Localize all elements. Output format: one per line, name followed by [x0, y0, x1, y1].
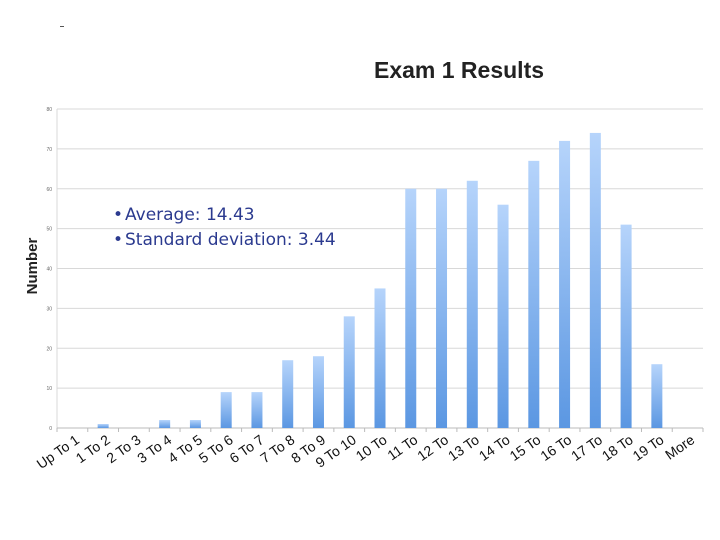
bar [651, 364, 663, 428]
x-tick-label: 7 To 8 [257, 431, 297, 466]
x-tick-label: 10 To [353, 431, 390, 464]
bar [466, 180, 478, 428]
bar [343, 316, 355, 428]
x-tick-label: 5 To 6 [196, 431, 236, 466]
y-axis-label: Number [24, 238, 41, 295]
bar [405, 188, 417, 428]
bar [220, 392, 232, 428]
x-tick-label: 4 To 5 [165, 431, 205, 466]
bars [97, 132, 663, 429]
bar [559, 140, 571, 428]
x-tick-label: 2 To 3 [103, 431, 143, 466]
bar [251, 392, 263, 428]
x-tick-labels: Up To 11 To 22 To 33 To 44 To 55 To 66 T… [34, 431, 698, 472]
bar [436, 188, 448, 428]
y-tick-labels: 0 10 20 30 40 50 60 70 80 [46, 107, 52, 432]
x-tick-label: 19 To [630, 431, 667, 464]
bar [620, 224, 632, 428]
bar [159, 420, 171, 428]
x-tick-label: 6 To 7 [226, 431, 266, 466]
x-tick-label: 15 To [507, 431, 544, 464]
y-tick-label: 20 [46, 346, 52, 352]
y-tick-label: 40 [46, 267, 52, 273]
corner-dash [60, 26, 64, 27]
x-tick-label: More [662, 431, 697, 463]
x-tick-label: 17 To [568, 431, 605, 464]
x-tick-label: 11 To [384, 431, 420, 463]
average-text: Average: 14.43 [125, 205, 255, 225]
y-tick-label: 10 [46, 386, 52, 392]
bar [189, 420, 201, 428]
x-tick-label: 14 To [476, 431, 513, 464]
x-tick-label: 16 To [537, 431, 574, 464]
bar [97, 424, 109, 428]
bar [528, 160, 540, 428]
bar [497, 204, 509, 428]
statistics-box: • Average: 14.43 • Standard deviation: 3.4… [113, 203, 336, 253]
y-tick-label: 70 [46, 147, 52, 153]
std-dev-line: • Standard deviation: 3.44 [113, 230, 336, 250]
x-tick-label: 1 To 2 [73, 431, 113, 466]
average-line: • Average: 14.43 [113, 205, 255, 225]
x-tick-label: 13 To [445, 431, 482, 464]
y-tick-label: 80 [46, 107, 52, 113]
x-tick-label: 12 To [414, 431, 451, 464]
bar [282, 360, 294, 428]
bar [374, 288, 386, 428]
y-tick-label: 30 [46, 306, 52, 312]
y-tick-label: 50 [46, 227, 52, 233]
x-tick-label: 18 To [599, 431, 636, 464]
y-tick-label: 60 [46, 187, 52, 193]
x-tick-label: 3 To 4 [134, 431, 174, 466]
y-tick-label: 0 [49, 426, 52, 432]
std-dev-text: Standard deviation: 3.44 [125, 230, 336, 250]
bar [312, 356, 324, 428]
bar [589, 132, 601, 429]
chart-title: Exam 1 Results [374, 57, 544, 83]
